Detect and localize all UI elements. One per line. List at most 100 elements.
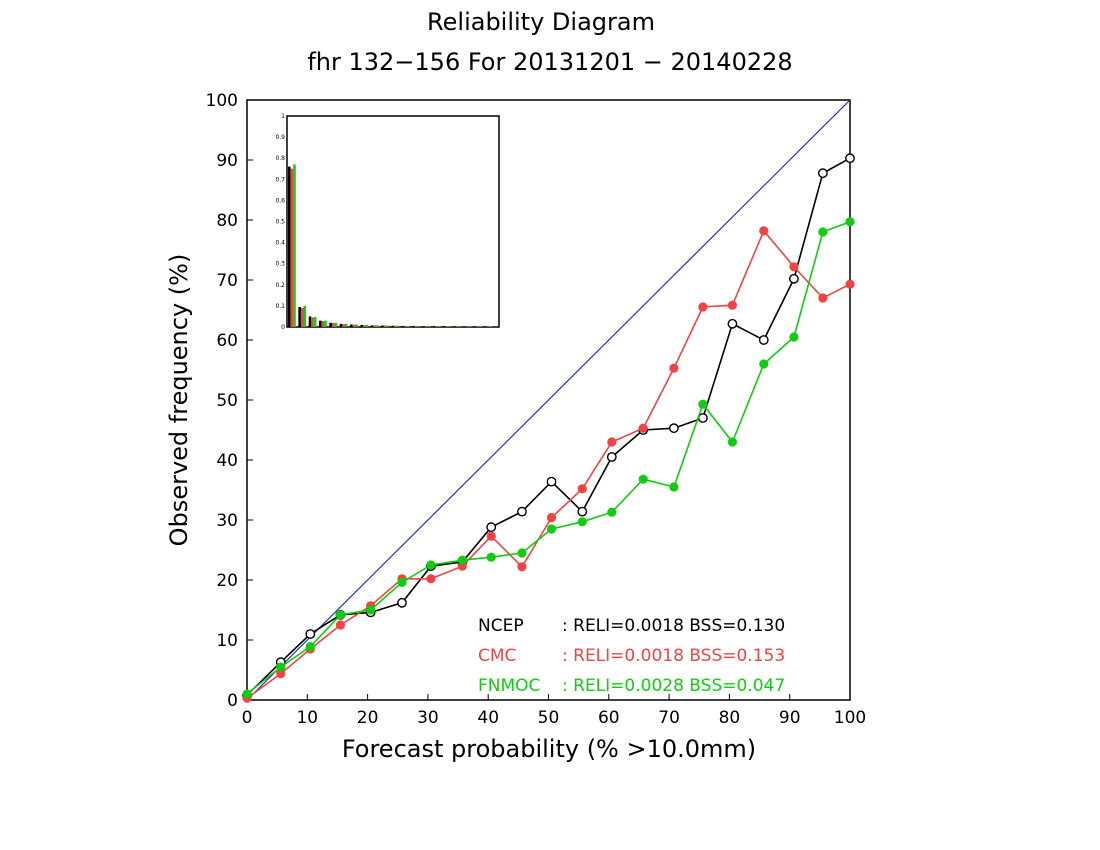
inset-bar-cmc: [290, 168, 294, 327]
y-tick-label: 60: [216, 331, 238, 351]
inset-bar-fnmoc: [396, 325, 400, 327]
point-ncep: [727, 318, 738, 329]
point-fnmoc: [426, 560, 436, 570]
y-tick-label: 50: [216, 391, 238, 411]
point-cmc: [607, 437, 617, 447]
x-tick-label: 30: [417, 708, 439, 728]
inset-bar-cmc: [456, 326, 459, 327]
inset-bar-ncep: [412, 325, 415, 327]
inset-bar-fnmoc: [437, 326, 441, 327]
inset-bar-ncep: [422, 326, 426, 327]
point-cmc: [759, 226, 769, 236]
point-ncep: [845, 153, 855, 164]
point-ncep: [606, 452, 617, 462]
inset-bar-ncep: [381, 325, 384, 327]
point-ncep: [669, 423, 679, 434]
legend-name-ncep: NCEP: [478, 616, 524, 636]
inset-y-tick-label: 0.3: [275, 261, 285, 268]
inset-bar-ncep: [360, 324, 363, 327]
inset-bar-fnmoc: [386, 325, 389, 327]
inset-bar-ncep: [319, 320, 322, 327]
point-cmc: [577, 484, 587, 494]
point-fnmoc: [457, 555, 467, 565]
y-tick-label: 20: [216, 571, 238, 591]
chart-title: Reliability Diagram: [427, 8, 655, 36]
inset-y-tick-label: 0.5: [275, 219, 285, 226]
point-cmc: [698, 302, 708, 312]
inset-bar-cmc: [383, 325, 387, 327]
x-axis: 0 10 20 30 40 50 60 70 80 90 100: [242, 694, 866, 728]
point-cmc: [517, 562, 527, 572]
inset-y-tick-label: 0.2: [275, 282, 285, 289]
series-layer: [242, 153, 855, 703]
point-cmc: [669, 363, 679, 373]
x-axis-label: Forecast probability (% >10.0mm): [342, 735, 756, 763]
x-tick-label: 20: [357, 708, 379, 728]
x-tick-label: 80: [719, 708, 741, 728]
inset-bar-cmc: [425, 326, 428, 327]
point-fnmoc: [669, 482, 679, 492]
x-tick-label: 60: [598, 708, 620, 728]
point-fnmoc: [397, 577, 407, 588]
legend-name-cmc: CMC: [478, 646, 516, 666]
y-tick-label: 100: [206, 91, 238, 111]
inset-y-tick-label: 0: [281, 324, 285, 331]
point-fnmoc: [546, 524, 557, 534]
inset-bar-cmc: [352, 324, 356, 327]
inset-bar-fnmoc: [334, 322, 338, 327]
point-ncep: [546, 476, 557, 487]
point-fnmoc: [577, 517, 587, 527]
inset-bar-ncep: [432, 326, 436, 327]
inset-bar-fnmoc: [489, 326, 493, 327]
inset-bar-ncep: [443, 326, 446, 327]
y-tick-label: 70: [216, 271, 238, 291]
point-fnmoc: [789, 332, 799, 342]
inset-bar-cmc: [487, 326, 490, 327]
y-tick-label: 80: [216, 211, 238, 231]
point-ncep: [486, 522, 497, 533]
point-fnmoc: [759, 359, 769, 369]
inset-bar-cmc: [414, 325, 418, 327]
legend-name-fnmoc: FNMOC: [478, 676, 540, 696]
inset-bar-ncep: [329, 322, 332, 327]
point-ncep: [789, 273, 799, 284]
inset-bar-fnmoc: [448, 326, 451, 327]
inset-bar-ncep: [370, 325, 374, 327]
inset-bar-cmc: [445, 326, 449, 327]
point-ncep: [817, 168, 828, 179]
inset-bar-fnmoc: [417, 325, 420, 327]
x-tick-label: 70: [658, 708, 680, 728]
point-ncep: [758, 335, 769, 345]
inset-bar-fnmoc: [365, 324, 369, 327]
y-tick-label: 30: [216, 511, 238, 531]
inset-bar-fnmoc: [479, 326, 482, 327]
legend-stats-fnmoc: : RELI=0.0028 BSS=0.047: [562, 676, 785, 696]
point-fnmoc: [698, 399, 708, 409]
point-cmc: [789, 262, 799, 272]
inset-y-tick-label: 0.9: [275, 134, 285, 141]
inset-histogram: 0 0.1 0.2 0.3 0.4 0.5 0.6 0.7 0.8 0.9 1: [275, 113, 500, 331]
y-tick-label: 10: [216, 631, 238, 651]
inset-bar-ncep: [453, 326, 457, 327]
inset-bar-cmc: [435, 326, 438, 327]
point-fnmoc: [276, 662, 286, 672]
y-tick-label: 90: [216, 151, 238, 171]
inset-bar-cmc: [311, 317, 314, 327]
point-ncep: [517, 506, 527, 517]
inset-bar-cmc: [466, 326, 469, 327]
point-ncep: [397, 597, 407, 608]
inset-bar-fnmoc: [303, 305, 307, 327]
inset-bar-fnmoc: [427, 326, 431, 327]
inset-bar-cmc: [331, 322, 335, 327]
chart-subtitle: fhr 132−156 For 20131201 − 20140228: [307, 48, 792, 76]
inset-bar-ncep: [308, 316, 312, 327]
inset-bar-cmc: [321, 321, 325, 327]
inset-bar-cmc: [342, 324, 345, 327]
inset-bar-fnmoc: [468, 326, 472, 327]
legend-stats-cmc: : RELI=0.0018 BSS=0.153: [562, 646, 785, 666]
point-cmc: [426, 574, 436, 584]
inset-bar-cmc: [394, 325, 397, 327]
y-tick-label: 40: [216, 451, 238, 471]
legend-stats-ncep: : RELI=0.0018 BSS=0.130: [562, 616, 785, 636]
